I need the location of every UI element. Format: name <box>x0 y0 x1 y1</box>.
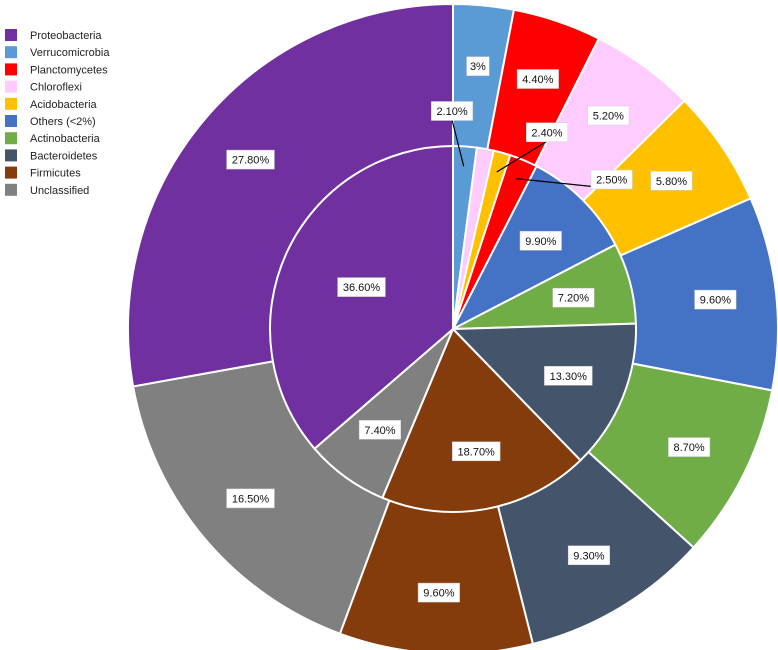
inner-ring <box>269 144 637 513</box>
outer-label-unclassified: 16.50% <box>226 488 275 509</box>
legend-item-planctomycetes: Planctomycetes <box>5 63 108 76</box>
outer-label-proteobacteria: 27.80% <box>226 149 275 170</box>
svg-text:18.70%: 18.70% <box>458 446 496 458</box>
legend-swatch <box>5 29 17 41</box>
inner-slice-bacteroidetes-6 <box>450 322 637 462</box>
svg-text:9.60%: 9.60% <box>700 295 731 307</box>
outer-label-planctomycetes: 4.40% <box>516 69 559 89</box>
svg-text:16.50%: 16.50% <box>232 493 270 505</box>
legend-label: Verrucomicrobia <box>30 47 110 59</box>
legend-label: Chloroflexi <box>30 82 82 94</box>
legend-item-actinobacteria: Actinobacteria <box>5 132 101 145</box>
legend-label: Acidobacteria <box>30 99 98 111</box>
legend-label: Proteobacteria <box>30 30 102 42</box>
legend-label: Others (<2%) <box>30 116 96 128</box>
inner-label-bacteroidetes: 13.30% <box>544 366 593 386</box>
legend-swatch <box>5 183 17 196</box>
legend-label: Actinobacteria <box>30 133 101 145</box>
leader-line-verrucomicrobia <box>451 119 465 167</box>
legend-swatch <box>5 63 17 76</box>
svg-text:2.50%: 2.50% <box>596 175 627 187</box>
legend-swatch <box>5 149 17 162</box>
svg-text:3%: 3% <box>470 61 486 73</box>
inner-label-planctomycetes: 2.50% <box>590 169 633 190</box>
leader-line-acidobacteria <box>496 140 548 173</box>
svg-text:36.60%: 36.60% <box>343 282 381 294</box>
outer-label-bacteroidetes: 9.30% <box>567 545 610 566</box>
legend-item-others-2: Others (<2%) <box>5 115 96 128</box>
legend-label: Firmicutes <box>30 168 81 180</box>
inner-label-acidobacteria: 2.40% <box>526 122 569 143</box>
slice-labels: 3% 4.40% 5.20% 5.80% 9.60% 8.70% 9.30% 9.60% 16.… <box>226 56 737 603</box>
svg-text:4.40%: 4.40% <box>522 74 553 86</box>
svg-text:5.80%: 5.80% <box>656 176 687 188</box>
legend-label: Planctomycetes <box>30 64 108 76</box>
inner-label-others-2: 9.90% <box>519 231 562 251</box>
outer-label-chloroflexi: 5.20% <box>587 105 630 126</box>
inner-label-firmicutes: 18.70% <box>452 441 501 462</box>
svg-text:27.80%: 27.80% <box>232 155 270 167</box>
legend-swatch <box>5 166 17 179</box>
outer-label-acidobacteria: 5.80% <box>650 171 693 191</box>
outer-label-verrucomicrobia: 3% <box>466 56 490 76</box>
legend-swatch <box>5 115 17 127</box>
inner-slice-firmicutes-7 <box>381 327 582 513</box>
svg-text:7.20%: 7.20% <box>558 293 589 305</box>
legend-swatch <box>5 80 17 93</box>
svg-text:9.90%: 9.90% <box>525 236 556 248</box>
inner-slice-proteobacteria-9 <box>269 144 454 451</box>
svg-text:5.20%: 5.20% <box>593 111 624 123</box>
legend-swatch <box>5 46 17 59</box>
legend-item-proteobacteria: Proteobacteria <box>5 29 102 42</box>
inner-label-actinobacteria: 7.20% <box>552 287 595 308</box>
legend-item-verrucomicrobia: Verrucomicrobia <box>5 46 110 59</box>
svg-text:8.70%: 8.70% <box>673 442 704 454</box>
legend-label: Bacteroidetes <box>30 150 98 162</box>
legend-swatch <box>5 97 17 110</box>
outer-label-actinobacteria: 8.70% <box>668 437 711 457</box>
svg-text:7.40%: 7.40% <box>364 425 395 437</box>
legend-item-bacteroidetes: Bacteroidetes <box>5 149 98 162</box>
outer-label-firmicutes: 9.60% <box>417 582 460 603</box>
svg-text:2.40%: 2.40% <box>531 127 562 139</box>
legend-item-chloroflexi: Chloroflexi <box>5 80 82 94</box>
inner-label-verrucomicrobia: 2.10% <box>431 101 474 121</box>
legend-item-firmicutes: Firmicutes <box>5 166 81 180</box>
inner-label-proteobacteria: 36.60% <box>337 277 386 297</box>
outer-label-others-2: 9.60% <box>694 289 737 310</box>
inner-label-unclassified: 7.40% <box>358 420 401 440</box>
legend-item-unclassified: Unclassified <box>5 183 89 197</box>
legend: Proteobacteria Verrucomicrobia Planctomyce… <box>5 29 110 197</box>
svg-text:13.30%: 13.30% <box>550 371 588 383</box>
svg-text:2.10%: 2.10% <box>436 106 467 118</box>
svg-text:9.60%: 9.60% <box>423 588 454 600</box>
legend-swatch <box>5 132 17 145</box>
legend-label: Unclassified <box>30 185 89 197</box>
svg-text:9.30%: 9.30% <box>573 550 604 562</box>
legend-item-acidobacteria: Acidobacteria <box>5 97 98 111</box>
